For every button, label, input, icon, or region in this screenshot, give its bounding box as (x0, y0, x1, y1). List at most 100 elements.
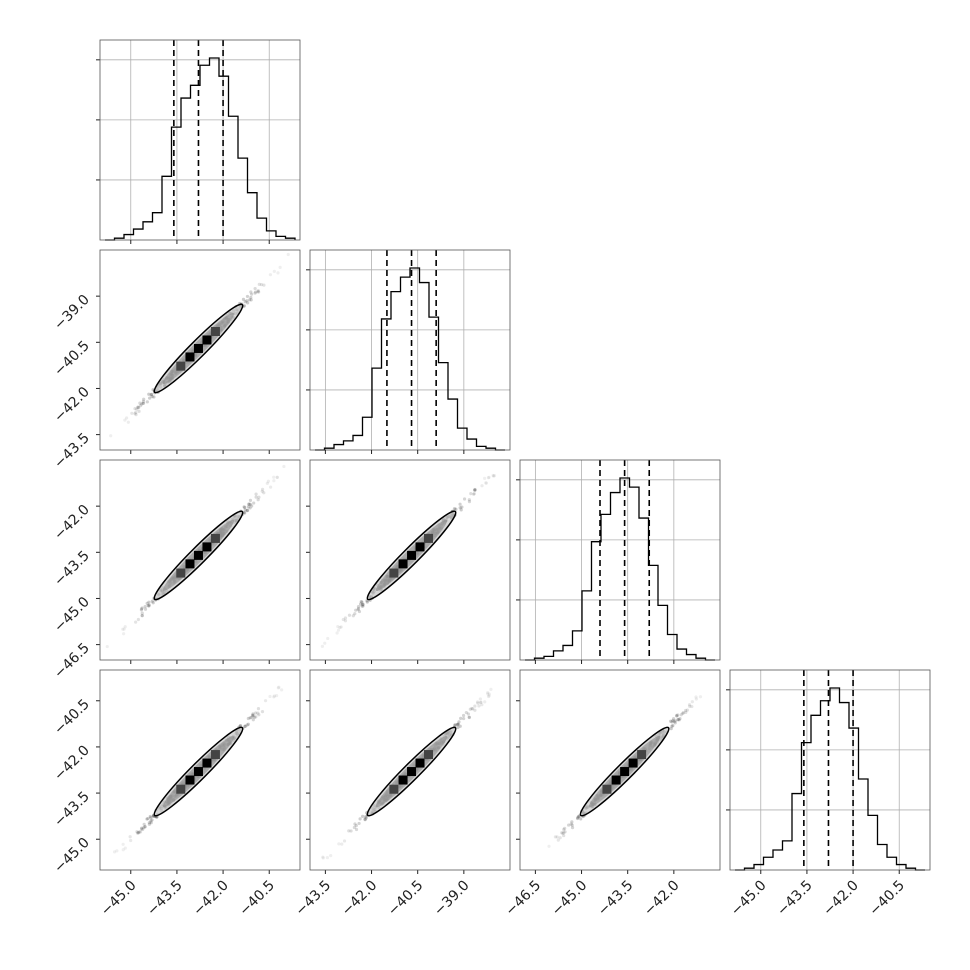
sample-point (676, 713, 680, 717)
sample-point (246, 301, 250, 305)
sample-point (139, 607, 144, 611)
histogram-panel-3 (726, 669, 931, 874)
sample-point (570, 826, 575, 830)
sample-point (479, 701, 483, 705)
sample-point (576, 816, 580, 820)
sample-point (347, 829, 351, 833)
sample-point (140, 611, 144, 615)
density-cell (210, 533, 220, 543)
sample-point (263, 699, 268, 703)
sample-point (148, 396, 152, 400)
x-tick-label: −42.0 (641, 878, 683, 920)
sample-point (343, 616, 348, 620)
sample-point (275, 475, 279, 480)
sample-point (459, 508, 463, 512)
sample-point (670, 720, 674, 724)
sample-point (698, 695, 703, 699)
sample-point (480, 703, 484, 707)
sample-point (115, 849, 119, 853)
sample-point (491, 473, 495, 478)
sample-point (248, 716, 252, 720)
sample-point (364, 814, 368, 819)
sample-point (241, 297, 246, 302)
sample-point (243, 511, 247, 515)
sample-point (473, 704, 477, 708)
sample-point (343, 619, 348, 623)
sample-point (480, 484, 484, 488)
sample-point (140, 826, 144, 830)
sample-point (251, 713, 255, 717)
sample-point (249, 290, 253, 294)
sample-point (276, 271, 280, 275)
sample-point (262, 491, 266, 495)
sample-point (472, 492, 476, 496)
sample-point (259, 282, 264, 287)
y-tick-label: −43.5 (51, 789, 93, 831)
sample-point (140, 614, 144, 618)
x-tick-label: −43.5 (595, 878, 637, 920)
sample-point (128, 835, 132, 839)
sample-point (694, 697, 698, 701)
sample-point (139, 404, 143, 408)
sample-point (483, 700, 487, 704)
density-cell (176, 568, 186, 578)
sample-point (140, 614, 144, 618)
sample-point (150, 599, 154, 603)
density-cell (637, 750, 647, 760)
sample-point (456, 722, 460, 726)
sample-point (246, 508, 250, 512)
panel-frame (729, 669, 931, 871)
sample-point (143, 604, 147, 609)
sample-point (561, 831, 565, 835)
y-tick-label: −40.5 (51, 338, 93, 380)
sample-point (252, 501, 256, 505)
x-tick-label: −43.5 (774, 878, 816, 920)
sample-point (254, 715, 258, 719)
sample-point (256, 707, 261, 711)
histogram-step-line (735, 687, 925, 871)
density-cell (202, 542, 212, 552)
x-tick-label: −43.5 (293, 878, 335, 920)
sample-point (678, 716, 682, 721)
sample-point (262, 283, 266, 287)
x-tick-label: −45.0 (98, 878, 140, 920)
density-cell (185, 559, 195, 569)
sample-point (133, 406, 137, 411)
sample-point (487, 694, 491, 698)
sample-point (242, 304, 247, 308)
density-cell (193, 550, 203, 560)
sample-point (268, 694, 272, 699)
sample-point (278, 265, 282, 269)
sample-point (694, 695, 698, 699)
sample-point (553, 835, 558, 839)
sample-point (246, 722, 250, 726)
sample-point (141, 399, 146, 403)
x-tick-label: −42.0 (190, 878, 232, 920)
sample-point (356, 604, 361, 609)
x-tick-label: −43.5 (144, 878, 186, 920)
panel-frame (309, 459, 511, 661)
sample-point (253, 290, 258, 294)
x-tick-label: −39.0 (431, 878, 473, 920)
sample-point (464, 710, 468, 715)
scatter-panel-1-3 (306, 669, 511, 874)
sample-point (149, 393, 153, 397)
sample-point (260, 489, 264, 493)
sample-point (688, 704, 692, 708)
sample-point (687, 703, 692, 707)
sample-point (321, 855, 325, 859)
sample-point (459, 716, 463, 720)
x-tick-label: −40.5 (866, 878, 908, 920)
sample-point (467, 715, 471, 720)
sample-point (473, 488, 477, 492)
sample-point (272, 479, 276, 483)
histogram-step-line (525, 477, 715, 661)
sample-point (247, 502, 251, 507)
sample-point (357, 821, 361, 826)
scatter-panel-0-1: −43.5−42.0−40.5−39.0 (51, 249, 301, 472)
sample-point (356, 606, 361, 611)
sample-point (681, 711, 685, 715)
sample-point (247, 502, 251, 506)
scatter-panel-1-2 (306, 459, 511, 664)
sample-point (461, 716, 466, 721)
